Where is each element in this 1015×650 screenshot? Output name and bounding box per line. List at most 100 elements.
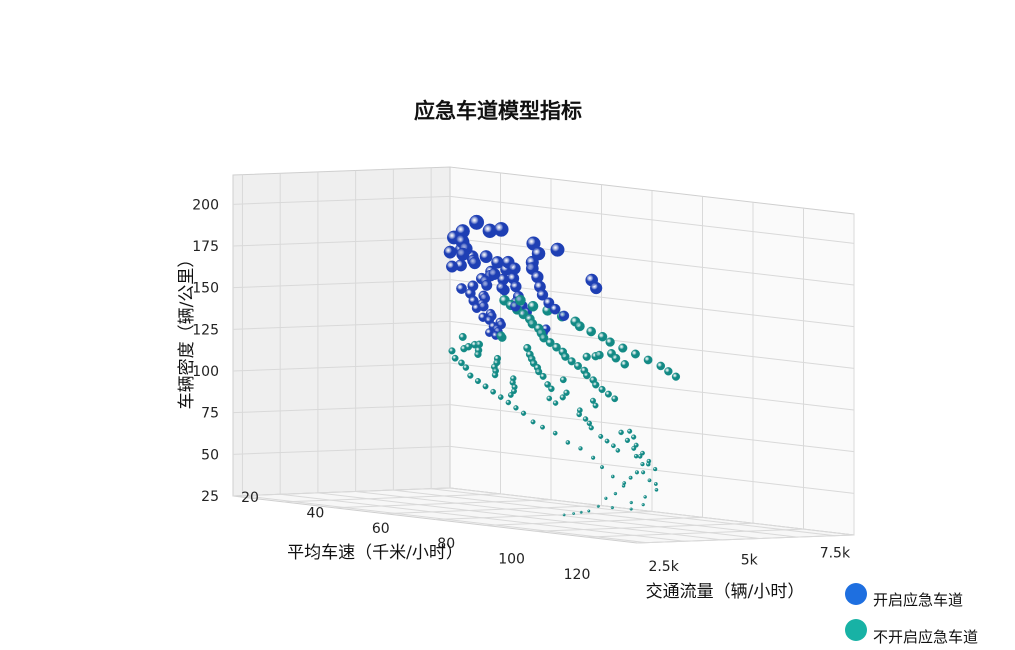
data-point-open bbox=[456, 247, 470, 261]
data-point-closed bbox=[574, 321, 585, 332]
data-point-closed bbox=[552, 342, 561, 352]
data-point-open bbox=[491, 256, 504, 269]
data-point-closed bbox=[595, 350, 604, 360]
data-point-closed bbox=[508, 392, 514, 398]
data-point-closed bbox=[653, 482, 658, 486]
legend-item-emergency-lane-closed[interactable]: 不开启应急车道 bbox=[845, 619, 978, 646]
grid-line-y bbox=[485, 516, 703, 526]
z-axis-label: 车辆密度（辆/公里） bbox=[177, 251, 197, 410]
data-point-open bbox=[536, 289, 549, 301]
data-point-closed bbox=[535, 368, 543, 376]
data-point-open bbox=[496, 282, 508, 294]
data-point-closed bbox=[647, 478, 652, 483]
x-tick-label: 80 bbox=[437, 536, 455, 552]
data-point-closed bbox=[598, 385, 606, 394]
y-axis-ticks: 2.5k 5k 7.5k bbox=[648, 545, 851, 575]
z-tick-label: 150 bbox=[192, 281, 219, 297]
grid-line-z bbox=[232, 362, 451, 372]
data-point-closed bbox=[604, 390, 612, 398]
grid-line-z bbox=[232, 237, 451, 247]
data-point-open bbox=[479, 250, 493, 264]
data-point-closed bbox=[567, 357, 576, 366]
x-tick-label: 40 bbox=[306, 505, 324, 521]
legend: 开启应急车道 不开启应急车道 bbox=[845, 583, 978, 646]
data-point-closed bbox=[627, 428, 633, 434]
data-point-open bbox=[550, 242, 565, 257]
data-point-open bbox=[443, 245, 457, 259]
z-tick-label: 200 bbox=[192, 197, 219, 213]
data-point-closed bbox=[552, 430, 558, 436]
grid-line-z bbox=[232, 445, 451, 455]
x-axis-ticks: 20 40 60 80 100 120 bbox=[241, 490, 590, 583]
data-point-closed bbox=[640, 462, 645, 467]
data-point-closed bbox=[628, 475, 633, 480]
data-point-closed bbox=[574, 361, 582, 370]
data-point-closed bbox=[497, 394, 504, 400]
data-point-closed bbox=[545, 338, 555, 347]
data-point-closed bbox=[637, 453, 643, 459]
data-point-closed bbox=[656, 361, 666, 371]
x-tick-label: 120 bbox=[564, 567, 591, 583]
legend-label-open: 开启应急车道 bbox=[873, 591, 963, 609]
legend-item-emergency-lane-open[interactable]: 开启应急车道 bbox=[845, 583, 963, 609]
x-axis-label: 平均车速（千米/小时） bbox=[287, 543, 463, 563]
data-point-closed bbox=[604, 438, 610, 444]
data-point-closed bbox=[618, 429, 624, 436]
data-point-open bbox=[456, 283, 467, 294]
data-point-closed bbox=[539, 333, 549, 343]
grid-line-y bbox=[586, 528, 804, 538]
y-axis-label: 交通流量（辆/小时） bbox=[646, 582, 805, 602]
data-point-closed bbox=[561, 352, 570, 361]
z-tick-label: 25 bbox=[201, 489, 219, 505]
data-point-open bbox=[590, 281, 603, 295]
data-point-open bbox=[510, 280, 522, 293]
data-point-closed bbox=[559, 394, 566, 401]
data-point-open bbox=[493, 222, 509, 237]
data-point-closed bbox=[641, 470, 646, 475]
data-point-open bbox=[481, 279, 493, 291]
z-tick-label: 50 bbox=[201, 447, 219, 463]
data-point-closed bbox=[474, 378, 481, 385]
data-point-closed bbox=[624, 437, 631, 443]
data-point-closed bbox=[482, 383, 489, 390]
data-point-closed bbox=[562, 513, 566, 517]
data-point-closed bbox=[643, 495, 647, 499]
grid-line-z bbox=[232, 279, 451, 289]
data-point-closed bbox=[582, 416, 589, 422]
legend-swatch-open bbox=[845, 583, 867, 605]
data-point-closed bbox=[620, 360, 630, 369]
data-point-open bbox=[478, 301, 489, 312]
data-point-closed bbox=[496, 331, 506, 341]
data-point-open bbox=[469, 214, 485, 230]
z-tick-label: 100 bbox=[192, 364, 219, 380]
data-point-closed bbox=[539, 372, 547, 380]
data-point-closed bbox=[505, 399, 512, 406]
data-point-open bbox=[558, 310, 570, 321]
data-point-closed bbox=[597, 331, 608, 342]
grid-line-z bbox=[232, 195, 451, 205]
data-point-closed bbox=[578, 446, 583, 451]
data-point-closed bbox=[491, 371, 499, 379]
data-point-closed bbox=[611, 443, 616, 449]
data-point-closed bbox=[587, 509, 591, 513]
data-point-closed bbox=[572, 512, 576, 515]
z-tick-label: 75 bbox=[201, 406, 219, 422]
data-point-open bbox=[488, 268, 501, 280]
data-point-closed bbox=[634, 470, 640, 475]
data-point-closed bbox=[583, 371, 591, 380]
data-point-closed bbox=[530, 419, 536, 425]
data-point-closed bbox=[490, 388, 497, 395]
back-wall-left bbox=[232, 166, 451, 497]
data-point-closed bbox=[579, 510, 583, 514]
data-point-closed bbox=[589, 397, 597, 404]
data-point-closed bbox=[458, 359, 465, 367]
grid-line-y bbox=[636, 534, 855, 544]
data-point-closed bbox=[629, 507, 633, 511]
points-layer bbox=[443, 214, 681, 517]
y-tick-label: 7.5k bbox=[820, 545, 851, 561]
data-point-closed bbox=[613, 491, 618, 496]
data-point-closed bbox=[604, 496, 608, 500]
grid-line-y bbox=[333, 499, 552, 509]
data-point-closed bbox=[598, 433, 604, 439]
data-point-closed bbox=[540, 424, 545, 430]
